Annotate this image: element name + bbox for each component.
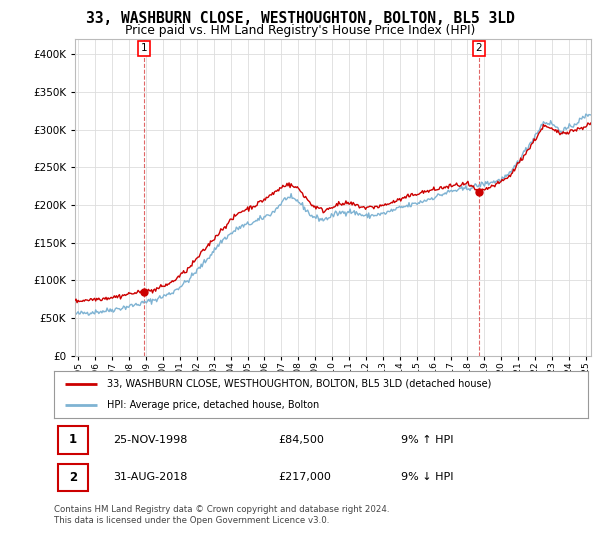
Text: 1: 1 xyxy=(141,43,148,53)
Text: 2: 2 xyxy=(68,471,77,484)
Text: £217,000: £217,000 xyxy=(278,473,331,482)
Text: 25-NOV-1998: 25-NOV-1998 xyxy=(113,435,187,445)
Text: £84,500: £84,500 xyxy=(278,435,324,445)
Text: 2: 2 xyxy=(476,43,482,53)
FancyBboxPatch shape xyxy=(58,464,88,491)
FancyBboxPatch shape xyxy=(58,426,88,454)
Text: Price paid vs. HM Land Registry's House Price Index (HPI): Price paid vs. HM Land Registry's House … xyxy=(125,24,475,37)
Text: 33, WASHBURN CLOSE, WESTHOUGHTON, BOLTON, BL5 3LD: 33, WASHBURN CLOSE, WESTHOUGHTON, BOLTON… xyxy=(86,11,514,26)
Text: Contains HM Land Registry data © Crown copyright and database right 2024.
This d: Contains HM Land Registry data © Crown c… xyxy=(54,505,389,525)
Text: HPI: Average price, detached house, Bolton: HPI: Average price, detached house, Bolt… xyxy=(107,400,320,410)
Text: 1: 1 xyxy=(68,433,77,446)
Text: 9% ↓ HPI: 9% ↓ HPI xyxy=(401,473,454,482)
Text: 31-AUG-2018: 31-AUG-2018 xyxy=(113,473,187,482)
Text: 33, WASHBURN CLOSE, WESTHOUGHTON, BOLTON, BL5 3LD (detached house): 33, WASHBURN CLOSE, WESTHOUGHTON, BOLTON… xyxy=(107,379,492,389)
Text: 9% ↑ HPI: 9% ↑ HPI xyxy=(401,435,454,445)
